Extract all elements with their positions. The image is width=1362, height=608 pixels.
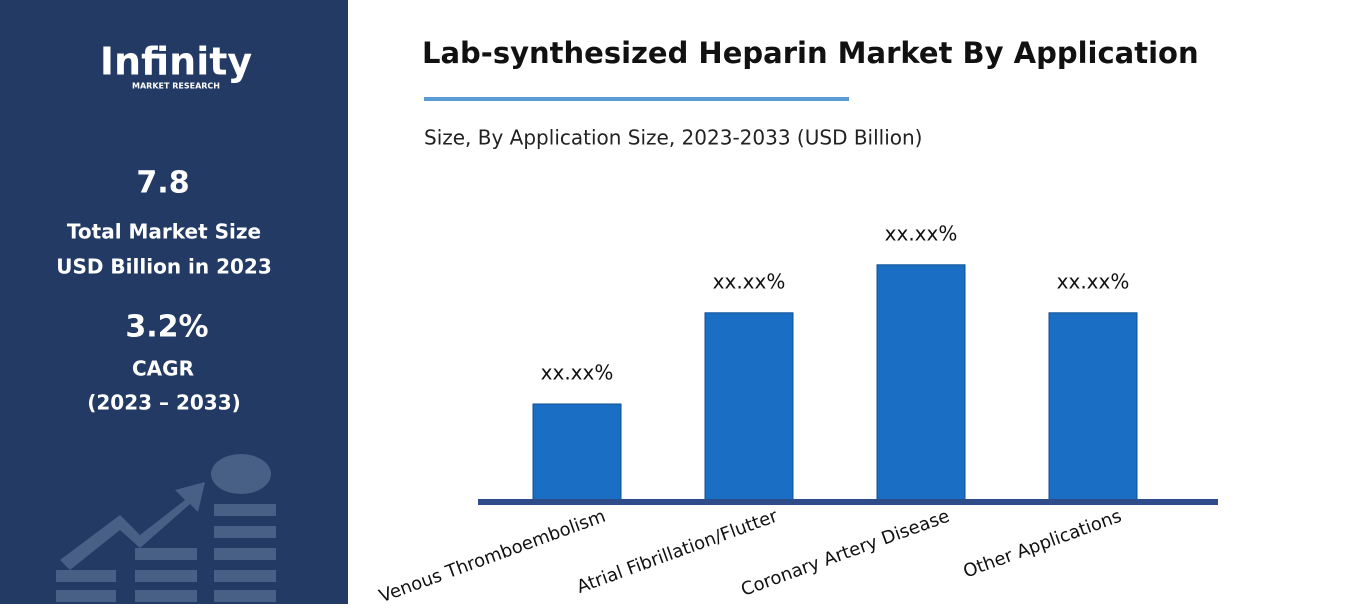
market-size-label: USD Billion in 2023 bbox=[56, 255, 272, 279]
bar bbox=[1048, 312, 1138, 501]
bar bbox=[532, 403, 622, 501]
money-icon bbox=[56, 454, 276, 602]
chart-subtitle: Size, By Application Size, 2023-2033 (US… bbox=[424, 126, 923, 150]
cagr-label: CAGR bbox=[132, 357, 194, 381]
title-underline bbox=[424, 97, 849, 101]
x-tick-label: Venous Thromboembolism bbox=[376, 506, 608, 604]
market-size-label: Total Market Size bbox=[67, 220, 261, 244]
baseline bbox=[478, 499, 1218, 505]
cagr-label: (2023 – 2033) bbox=[87, 391, 241, 415]
value-label: xx.xx% bbox=[541, 361, 614, 385]
value-label: xx.xx% bbox=[713, 269, 786, 293]
x-tick-label: Other Applications bbox=[961, 506, 1125, 583]
value-label: xx.xx% bbox=[1057, 269, 1130, 293]
cagr: 3.2% bbox=[125, 310, 208, 345]
value-label: xx.xx% bbox=[885, 221, 958, 245]
logo: Infinity bbox=[100, 40, 253, 84]
bar bbox=[876, 264, 966, 501]
sidebar bbox=[0, 0, 348, 604]
market-size: 7.8 bbox=[136, 166, 189, 201]
chart-title: Lab-synthesized Heparin Market By Applic… bbox=[422, 36, 1199, 70]
bar bbox=[704, 312, 794, 501]
logo-tagline: MARKET RESEARCH bbox=[132, 82, 220, 91]
